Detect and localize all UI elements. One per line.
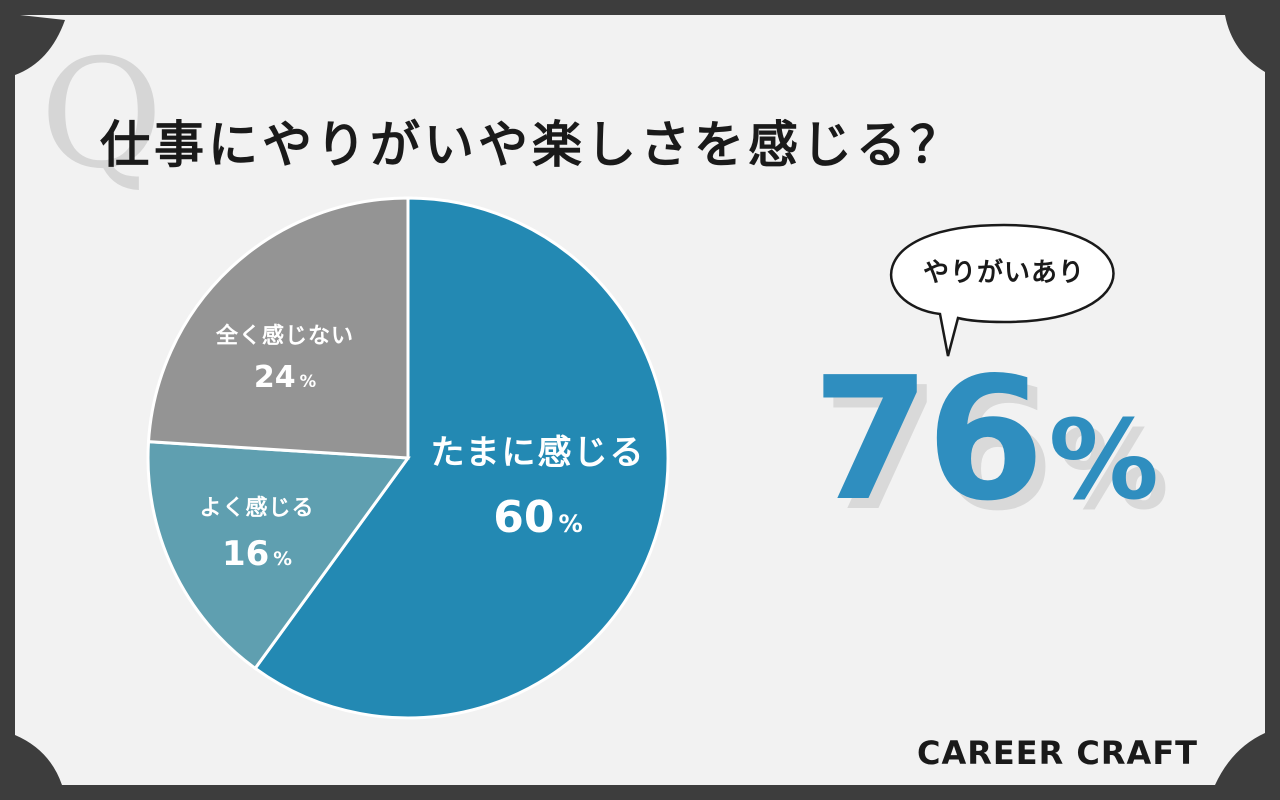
slice-percent: 16%	[221, 534, 293, 574]
slice-name: よく感じる	[199, 496, 315, 521]
brand-logo: CAREER CRAFT	[917, 734, 1198, 772]
slice-name: 全く感じない	[215, 324, 354, 349]
slice-percent: 60%	[493, 492, 583, 543]
slice-percent: 24%	[253, 360, 317, 395]
bubble-text: やりがいあり	[922, 258, 1085, 288]
slice-label-mattaku: 全く感じない 24%	[200, 318, 370, 395]
pie-slice-tama	[253, 196, 670, 720]
pie-slice-yoku	[146, 440, 411, 671]
slice-label-tama: たまに感じる 60%	[408, 425, 668, 543]
slice-name: たまに感じる	[430, 433, 646, 473]
big-number-shadow: 76%	[822, 351, 1169, 549]
q-mark: Q	[40, 28, 163, 202]
big-number: 76%	[812, 341, 1159, 539]
page-title: 仕事にやりがいや楽しさを感じる？	[100, 116, 964, 174]
slice-label-yoku: よく感じる 16%	[172, 490, 342, 574]
pie-slice-mattaku	[146, 196, 410, 460]
